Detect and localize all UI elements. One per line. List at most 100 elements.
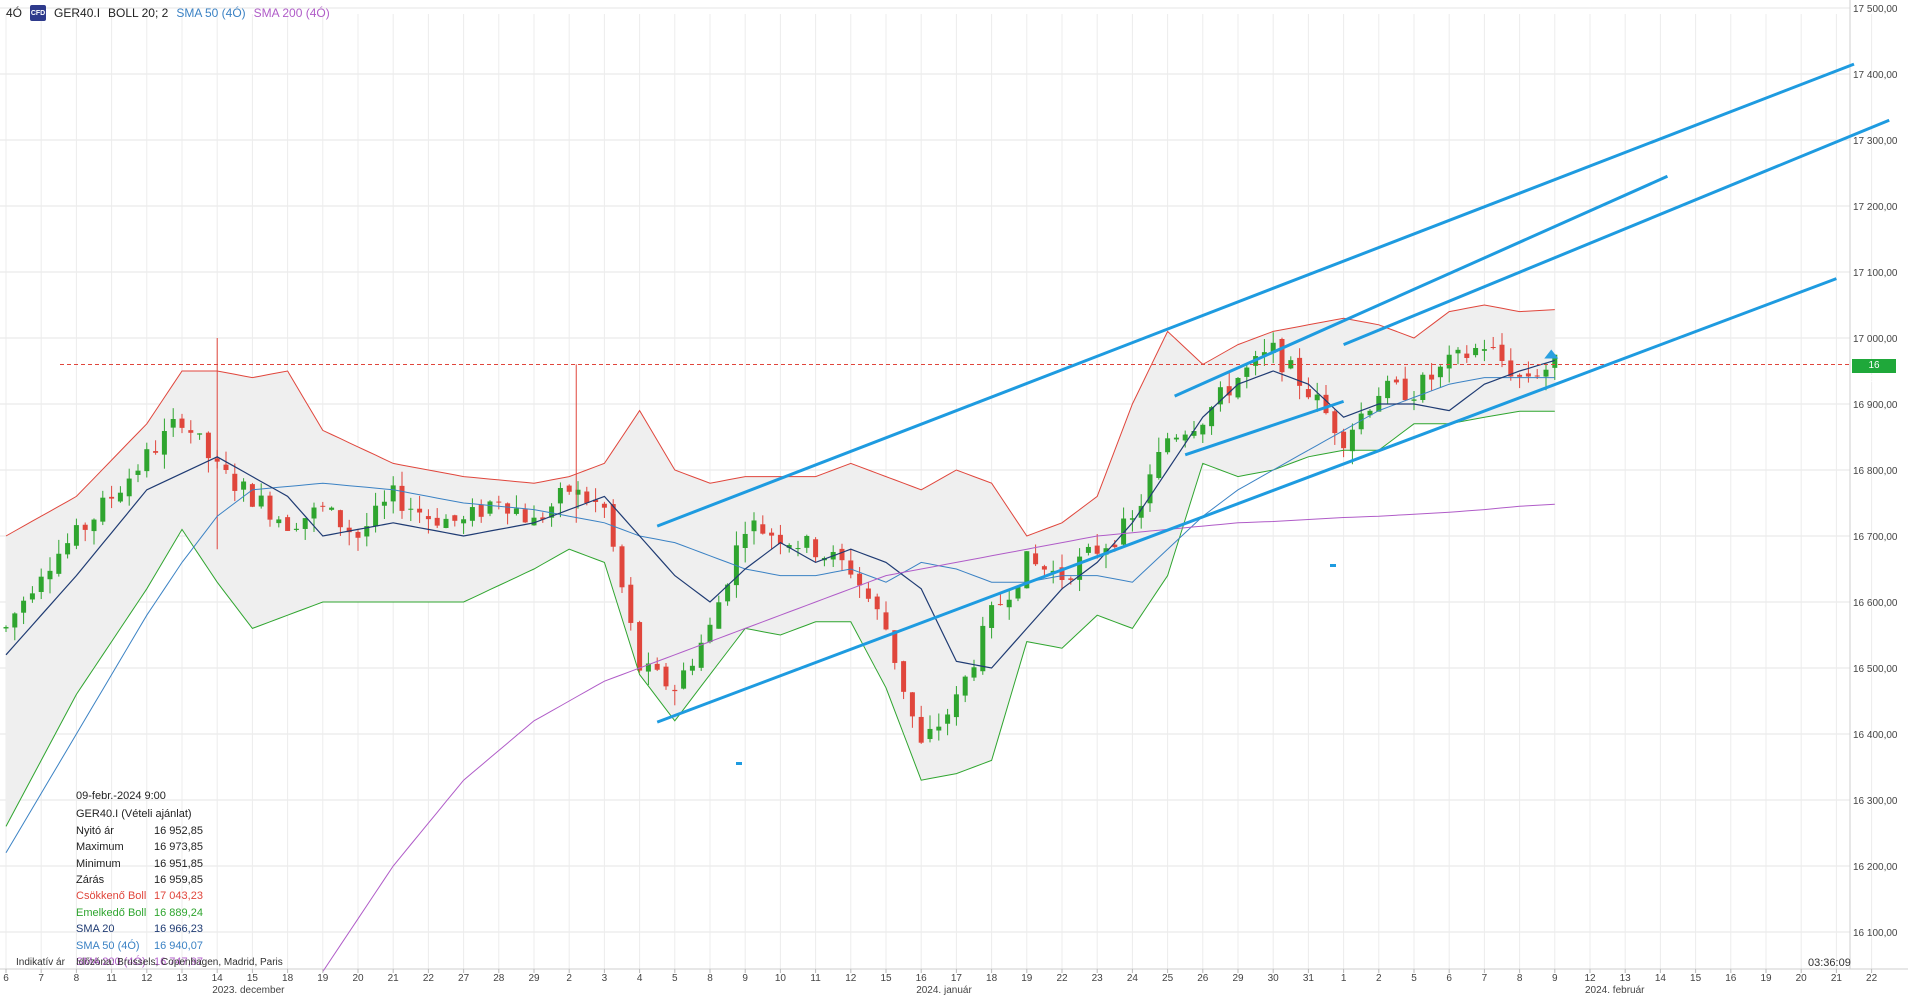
y-tick-label: 17 400,00 — [1853, 70, 1898, 81]
candle-body — [1420, 375, 1425, 400]
candle-body — [320, 506, 325, 507]
y-tick-label: 16 400,00 — [1853, 730, 1898, 741]
info-row-value: 16 966,23 — [154, 921, 203, 937]
y-tick-label: 16 900,00 — [1853, 400, 1898, 411]
candle-body — [998, 604, 1003, 605]
x-tick-label: 2 — [566, 973, 572, 984]
candle-body — [276, 519, 281, 523]
candle-body — [48, 571, 53, 579]
x-tick-label: 7 — [1482, 973, 1488, 984]
clock-readout: 03:36:09 — [1808, 957, 1851, 969]
candle-body — [356, 532, 361, 538]
x-tick-label: 12 — [141, 973, 153, 984]
info-row: Minimum 16 951,85 — [76, 856, 203, 872]
x-tick-label: 19 — [1021, 973, 1033, 984]
candle-body — [391, 485, 396, 501]
candle-body — [1385, 381, 1390, 398]
y-tick-label: 16 500,00 — [1853, 664, 1898, 675]
candle-body — [426, 516, 431, 519]
candle-body — [1280, 339, 1285, 372]
candle-body — [162, 431, 167, 455]
x-tick-label: 25 — [1162, 973, 1174, 984]
candle-body — [188, 430, 193, 433]
candle-body — [39, 577, 44, 592]
x-tick-label: 7 — [38, 973, 44, 984]
candle-body — [1306, 389, 1311, 397]
candle-body — [1456, 350, 1461, 354]
candle-body — [1544, 370, 1549, 377]
candle-body — [56, 554, 61, 574]
candle-body — [1535, 375, 1540, 376]
info-row: Maximum 16 973,85 — [76, 839, 203, 855]
x-tick-label: 11 — [810, 973, 821, 984]
candle-body — [171, 419, 176, 428]
x-tick-label: 8 — [1517, 973, 1523, 984]
x-tick-label: 6 — [1446, 973, 1452, 984]
candle-body — [206, 433, 211, 458]
x-tick-label: 29 — [528, 973, 540, 984]
y-tick-label: 16 100,00 — [1853, 928, 1898, 939]
indicative-price-note: Indikatív ár — [16, 957, 65, 968]
x-tick-label: 13 — [176, 973, 188, 984]
candle-body — [602, 504, 607, 508]
candle-body — [241, 482, 246, 490]
candle-body — [1491, 347, 1496, 348]
candle-body — [796, 548, 801, 549]
y-tick-label: 17 200,00 — [1853, 202, 1898, 213]
candle-body — [945, 714, 950, 723]
x-tick-label: 20 — [1796, 973, 1808, 984]
y-tick-label: 16 700,00 — [1853, 532, 1898, 543]
candle-body — [83, 525, 88, 530]
x-tick-label: 18 — [282, 973, 294, 984]
timeframe-label[interactable]: 4Ó — [6, 6, 22, 20]
candle-body — [1403, 379, 1408, 400]
candle-body — [408, 509, 413, 510]
x-tick-label: 19 — [317, 973, 329, 984]
candle-body — [1174, 438, 1179, 440]
x-tick-label: 12 — [1584, 973, 1596, 984]
candle-body — [1332, 411, 1337, 433]
ticker-label[interactable]: GER40.I — [54, 6, 100, 20]
y-tick-label: 16 300,00 — [1853, 796, 1898, 807]
sma200-indicator-label[interactable]: SMA 200 (4Ó) — [254, 6, 330, 20]
candle-body — [329, 508, 334, 510]
candle-body — [1438, 367, 1443, 378]
y-tick-label: 16 600,00 — [1853, 598, 1898, 609]
x-tick-label: 19 — [1760, 973, 1772, 984]
candle-body — [672, 690, 677, 691]
month-label: 2024. január — [916, 985, 972, 996]
candle-body — [65, 543, 70, 554]
boll-indicator-label[interactable]: BOLL 20; 2 — [108, 6, 168, 20]
x-tick-label: 12 — [845, 973, 857, 984]
candle-body — [584, 491, 589, 503]
candle-body — [1042, 566, 1047, 569]
candle-body — [840, 549, 845, 560]
info-row: SMA 50 (4Ó) 16 940,07 — [76, 938, 203, 954]
candle-body — [382, 502, 387, 506]
candle-body — [804, 536, 809, 548]
candle-body — [928, 729, 933, 739]
current-price-tag: 16 959,85 — [1852, 359, 1896, 373]
candle-body — [558, 488, 563, 503]
candle-body — [100, 498, 105, 522]
sma50-indicator-label[interactable]: SMA 50 (4Ó) — [176, 6, 245, 20]
candle-body — [250, 484, 255, 507]
candle-body — [1500, 345, 1505, 361]
chart-header: 4Ó CFD GER40.I BOLL 20; 2 SMA 50 (4Ó) SM… — [6, 4, 330, 22]
candle-body — [989, 605, 994, 628]
candle-body — [655, 664, 660, 670]
x-tick-label: 22 — [1866, 973, 1878, 984]
info-row-value: 16 951,85 — [154, 856, 203, 872]
candle-body — [1156, 452, 1161, 478]
candle-body — [1236, 378, 1241, 397]
candle-body — [303, 518, 308, 529]
candle-body — [153, 451, 158, 453]
candle-body — [699, 643, 704, 668]
candle-body — [12, 613, 17, 627]
candle-body — [963, 677, 968, 696]
candle-body — [259, 496, 264, 507]
candle-body — [373, 506, 378, 527]
info-row-label: Csökkenő Boll — [76, 888, 154, 904]
